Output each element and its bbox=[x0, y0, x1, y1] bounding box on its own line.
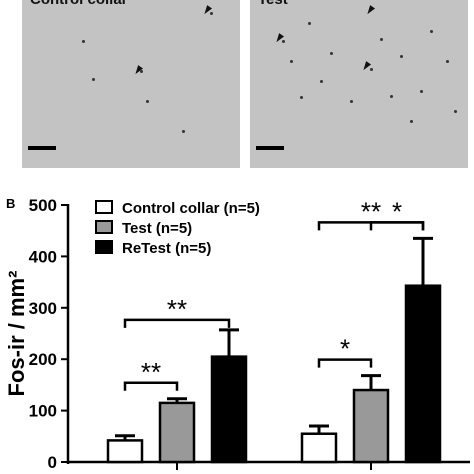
y-tick-label: 200 bbox=[29, 350, 57, 369]
significance-bracket bbox=[123, 381, 179, 391]
stained-cell bbox=[350, 100, 353, 103]
stained-cell bbox=[390, 95, 393, 98]
scale-bar bbox=[256, 146, 284, 150]
stained-cell bbox=[146, 100, 149, 103]
stained-cell bbox=[320, 80, 323, 83]
bar-test bbox=[352, 388, 390, 464]
y-axis-label: Fos-ir / mm² bbox=[4, 271, 29, 397]
stained-cell bbox=[420, 90, 423, 93]
stained-cell bbox=[82, 40, 85, 43]
y-tick-label: 300 bbox=[29, 299, 57, 318]
stained-cell bbox=[446, 60, 449, 63]
micrograph-test: Test bbox=[250, 0, 468, 168]
significance-bracket bbox=[317, 221, 425, 231]
significance-label: ** bbox=[141, 357, 161, 387]
bar-retest bbox=[210, 355, 248, 464]
scale-bar bbox=[28, 146, 56, 150]
significance-bracket bbox=[317, 358, 373, 368]
bar-test bbox=[158, 401, 196, 464]
bar-retest bbox=[404, 284, 442, 464]
panel-label-b: B bbox=[6, 196, 16, 211]
y-tick-label: 400 bbox=[29, 247, 57, 266]
legend-swatch bbox=[95, 200, 113, 214]
stained-cell bbox=[380, 38, 383, 41]
legend-swatch bbox=[95, 220, 113, 234]
significance-bracket bbox=[123, 318, 231, 328]
stained-cell bbox=[400, 55, 403, 58]
y-tick-label: 100 bbox=[29, 402, 57, 421]
stained-cell bbox=[182, 130, 185, 133]
legend-label: Test (n=5) bbox=[122, 220, 192, 237]
stained-cell bbox=[210, 12, 213, 15]
micrograph-title-control: Control collar bbox=[30, 0, 128, 8]
stained-cell bbox=[330, 52, 333, 55]
significance-label: ** bbox=[167, 294, 187, 324]
stained-cell bbox=[454, 110, 457, 113]
significance-label: * bbox=[340, 334, 350, 364]
stained-cell bbox=[140, 70, 143, 73]
stained-cell bbox=[282, 40, 285, 43]
y-tick-label: 500 bbox=[29, 196, 57, 215]
legend-label: ReTest (n=5) bbox=[122, 240, 211, 257]
y-tick-label: 0 bbox=[48, 453, 57, 472]
stained-cell bbox=[430, 30, 433, 33]
legend-swatch bbox=[95, 240, 113, 254]
bar-control bbox=[300, 432, 338, 464]
stained-cell bbox=[308, 22, 311, 25]
micrograph-title-test: Test bbox=[258, 0, 288, 8]
bar-control bbox=[106, 439, 144, 464]
significance-label: ** bbox=[361, 196, 381, 226]
legend-label: Control collar (n=5) bbox=[122, 200, 260, 217]
significance-label: * bbox=[392, 196, 402, 226]
stained-cell bbox=[290, 60, 293, 63]
stained-cell bbox=[370, 68, 373, 71]
stained-cell bbox=[92, 78, 95, 81]
stained-cell bbox=[410, 120, 413, 123]
stained-cell bbox=[300, 96, 303, 99]
micrograph-control: Control collar bbox=[22, 0, 240, 168]
